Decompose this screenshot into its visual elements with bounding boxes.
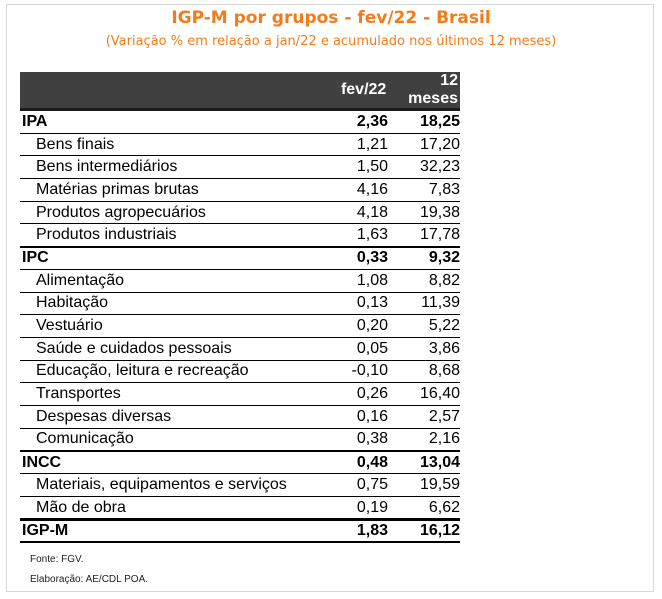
row-12-month-value: 6,62 [428,498,460,516]
table-row: Matérias primas brutas 4,16 7,83 [20,179,460,202]
row-12-month-value: 2,16 [428,430,460,448]
table-row: Despesas diversas 0,16 2,57 [20,406,460,429]
row-month-value: 1,83 [356,522,388,540]
table-row: Vestuário 0,20 5,22 [20,315,460,338]
row-12-month-value: 11,39 [421,294,460,312]
header-month: fev/22 [340,81,387,98]
row-month-value: 0,26 [356,385,388,403]
row-month-value: 4,18 [356,203,388,221]
figure-title: IGP-M por grupos - fev/22 - Brasil [171,8,491,28]
group-row: INCC 0,48 13,04 [20,451,460,474]
row-month-value: -0,10 [351,362,388,380]
row-month-value: 1,50 [356,158,388,176]
row-month-value: 0,19 [356,498,388,516]
total-row: IGP-M 1,83 16,12 [20,519,460,544]
figure-frame [6,4,654,592]
table-row: Educação, leitura e recreação -0,10 8,68 [20,361,460,384]
row-label: Bens intermediários [36,158,178,176]
row-12-month-value: 2,57 [428,407,460,425]
row-12-month-value: 16,40 [419,385,460,403]
table-row: Bens intermediários 1,50 32,23 [20,156,460,180]
header-12-months: 12 meses [408,72,458,107]
row-label: Matérias primas brutas [36,180,199,198]
row-12-month-value: 17,20 [419,135,460,153]
table-row: Produtos industriais 1,63 17,78 [20,224,460,248]
table-row: Alimentação 1,08 8,82 [20,270,460,293]
row-label: Produtos agropecuários [36,203,206,221]
row-label: Transportes [36,385,121,403]
row-month-value: 1,63 [356,226,388,244]
row-month-value: 0,38 [356,430,388,448]
row-12-month-value: 18,25 [419,112,460,130]
group-row: IPA 2,36 18,25 [20,111,460,134]
table-row: Saúde e cuidados pessoais 0,05 3,86 [20,338,460,361]
row-label: INCC [22,453,62,471]
table-body: IPA 2,36 18,25 Bens finais 1,21 17,20 Bens int… [20,111,460,544]
row-label: Mão de obra [36,498,126,516]
row-label: Despesas diversas [36,407,172,425]
row-month-value: 0,05 [356,339,388,357]
source-note: Fonte: FGV. [30,554,84,565]
row-month-value: 0,33 [356,249,388,267]
row-month-value: 0,16 [356,407,388,425]
row-label: Educação, leitura e recreação [36,362,249,380]
table-row: Habitação 0,13 11,39 [20,293,460,316]
row-12-month-value: 8,68 [428,362,460,380]
row-12-month-value: 19,38 [419,203,460,221]
row-month-value: 4,16 [356,180,388,198]
row-month-value: 2,36 [356,112,388,130]
row-12-month-value: 13,04 [419,453,460,471]
group-row: IPC 0,33 9,32 [20,247,460,270]
table-row: Comunicação 0,38 2,16 [20,429,460,452]
row-month-value: 0,13 [356,294,388,312]
row-label: Saúde e cuidados pessoais [36,339,232,357]
table-header: fev/22 12 meses [20,72,460,111]
row-12-month-value: 16,12 [419,522,460,540]
row-label: IPA [22,112,48,130]
row-label: Habitação [36,294,109,312]
row-label: Materiais, equipamentos e serviços [36,475,287,493]
igpm-table: fev/22 12 meses IPA 2,36 18,25 Bens finais 1… [20,72,460,544]
row-month-value: 1,21 [356,135,388,153]
row-12-month-value: 5,22 [428,317,460,335]
figure-subtitle: (Variação % em relação a jan/22 e acumul… [105,34,557,49]
row-month-value: 0,20 [356,317,388,335]
table-row: Produtos agropecuários 4,18 19,38 [20,202,460,225]
row-12-month-value: 17,78 [419,226,460,244]
row-12-month-value: 19,59 [419,475,460,493]
row-label: IPC [22,249,49,267]
row-label: Vestuário [36,317,103,335]
row-12-month-value: 8,82 [428,271,460,289]
row-label: Produtos industriais [36,226,177,244]
table-row: Transportes 0,26 16,40 [20,383,460,406]
row-12-month-value: 9,32 [428,249,460,267]
row-month-value: 0,48 [356,453,388,471]
row-12-month-value: 3,86 [428,339,460,357]
table-row: Materiais, equipamentos e serviços 0,75 19… [20,474,460,497]
row-12-month-value: 32,23 [419,158,460,176]
row-label: Comunicação [36,430,134,448]
row-label: IGP-M [22,522,69,540]
row-label: Alimentação [36,271,125,289]
row-month-value: 1,08 [356,271,388,289]
row-label: Bens finais [36,135,115,153]
table-row: Bens finais 1,21 17,20 [20,134,460,157]
credit-note: Elaboração: AE/CDL POA. [30,574,149,585]
row-12-month-value: 7,83 [428,180,460,198]
table-row: Mão de obra 0,19 6,62 [20,497,460,520]
row-month-value: 0,75 [356,475,388,493]
